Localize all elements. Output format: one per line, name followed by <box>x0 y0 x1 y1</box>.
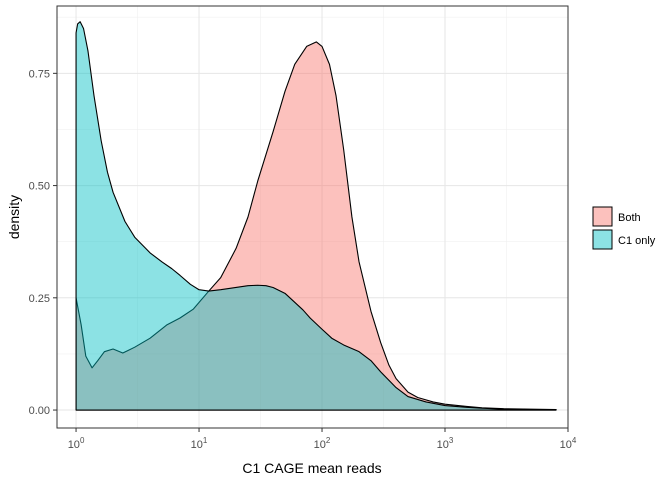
density-areas <box>75 21 557 411</box>
y-axis-title: density <box>6 195 22 239</box>
panel-background <box>57 6 568 428</box>
legend: Both C1 only <box>592 206 656 250</box>
density-area-c1-only <box>75 21 557 411</box>
legend-label: Both <box>618 212 641 224</box>
x-tick-label: 104 <box>560 436 577 451</box>
axes: 100 101 102 103 104 0.00 0.25 0.50 0.75 <box>29 68 577 451</box>
legend-key-both <box>592 206 613 227</box>
legend-label: C1 only <box>618 235 656 247</box>
density-area-both <box>75 41 557 411</box>
x-tick-label: 101 <box>191 436 208 451</box>
y-tick-label: 0.25 <box>29 293 50 305</box>
x-axis-title: C1 CAGE mean reads <box>242 460 381 476</box>
x-tick-label: 103 <box>437 436 454 451</box>
y-tick-label: 0.75 <box>29 68 50 80</box>
legend-key-c1-only <box>592 229 613 250</box>
y-tick-label: 0.00 <box>29 405 50 417</box>
x-tick-label: 102 <box>314 436 331 451</box>
y-tick-label: 0.50 <box>29 181 50 193</box>
panel-border <box>56 5 569 429</box>
x-tick-label: 100 <box>68 436 85 451</box>
